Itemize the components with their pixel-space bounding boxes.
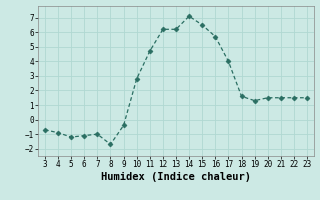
X-axis label: Humidex (Indice chaleur): Humidex (Indice chaleur) bbox=[101, 172, 251, 182]
